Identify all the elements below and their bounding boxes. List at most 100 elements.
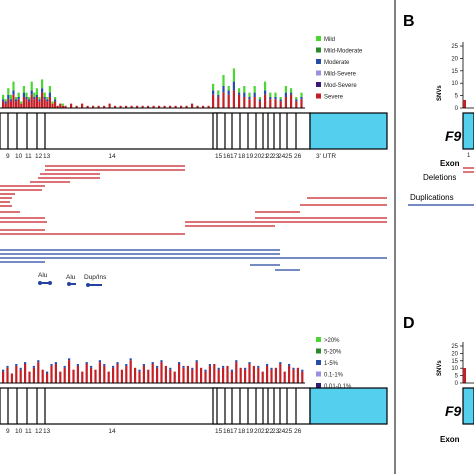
legend-label: 0.01-0.1% bbox=[324, 384, 352, 390]
bar-segment bbox=[6, 367, 9, 383]
bar-segment bbox=[7, 94, 10, 100]
bar-segment bbox=[295, 99, 298, 102]
panel-b-exon-label: Exon bbox=[440, 159, 460, 168]
panel-b: B SNVs 25 20 15 10 5 0 F9 Exon 1 Deletions Du… bbox=[403, 13, 474, 206]
bar-segment bbox=[24, 364, 27, 383]
bar-segment bbox=[169, 367, 172, 370]
bar-segment bbox=[300, 92, 303, 97]
bar-segment bbox=[261, 371, 264, 383]
bar-segment bbox=[288, 365, 291, 383]
bar-segment bbox=[28, 97, 31, 100]
bar-segment bbox=[54, 97, 57, 100]
bar-segment bbox=[9, 99, 12, 102]
bar-segment bbox=[81, 371, 84, 383]
legend-swatch bbox=[316, 337, 321, 342]
bar-segment bbox=[230, 371, 233, 383]
bar-segment bbox=[116, 362, 119, 364]
bar-segment bbox=[232, 68, 235, 82]
bar-segment bbox=[274, 97, 277, 100]
bar-segment bbox=[191, 369, 194, 383]
bar-segment bbox=[288, 364, 291, 366]
dup-ins-label: Dup/Ins bbox=[84, 274, 107, 281]
bar-segment bbox=[17, 99, 20, 108]
legend-label: Mild bbox=[324, 37, 335, 43]
bar-segment bbox=[20, 101, 23, 104]
bar-segment bbox=[86, 105, 89, 108]
bar-segment bbox=[94, 369, 97, 383]
bar-segment bbox=[9, 94, 12, 100]
alu-label-2: Alu bbox=[66, 274, 76, 281]
bar-segment bbox=[81, 103, 84, 108]
exon-number: 16 bbox=[223, 428, 231, 435]
bar-segment bbox=[50, 365, 53, 383]
bar-segment bbox=[48, 97, 51, 108]
bar-segment bbox=[43, 99, 46, 108]
bar-segment bbox=[252, 365, 255, 383]
bar-segment bbox=[164, 365, 167, 383]
bar-segment bbox=[134, 367, 137, 383]
bar-segment bbox=[35, 97, 38, 108]
bar-segment bbox=[226, 365, 229, 383]
bar-segment bbox=[174, 105, 177, 108]
exon-number: 12 bbox=[35, 153, 43, 160]
bar-segment bbox=[258, 97, 261, 100]
bar-segment bbox=[292, 369, 295, 383]
bar-segment bbox=[4, 99, 7, 102]
y-tick-label: 20 bbox=[451, 56, 458, 62]
bar-segment bbox=[41, 92, 44, 108]
alu-label-1: Alu bbox=[38, 272, 48, 279]
bar-segment bbox=[130, 105, 133, 108]
bar-segment bbox=[138, 371, 141, 383]
exon-number: 22 bbox=[266, 153, 274, 160]
bar-segment bbox=[32, 367, 35, 383]
utr-label: 3' UTR bbox=[316, 153, 336, 160]
bar-segment bbox=[186, 365, 189, 383]
bar-segment bbox=[169, 369, 172, 383]
exon-number: 22 bbox=[266, 428, 274, 435]
bar-segment bbox=[217, 369, 220, 383]
exon-number: 13 bbox=[43, 428, 51, 435]
bar-segment bbox=[235, 362, 238, 383]
bar-segment bbox=[163, 105, 166, 108]
bar-segment bbox=[258, 101, 261, 108]
bar-segment bbox=[141, 105, 144, 108]
bar-segment bbox=[235, 360, 238, 363]
legend-label: Mild-Severe bbox=[324, 72, 357, 78]
bar-segment bbox=[253, 92, 256, 97]
bar-segment bbox=[151, 364, 154, 383]
bar-segment bbox=[70, 103, 73, 108]
exon-lines-top bbox=[7, 113, 46, 149]
bar-segment bbox=[51, 103, 54, 108]
bar-segment bbox=[35, 88, 38, 95]
bar-segment bbox=[158, 105, 161, 108]
panel-d-letter: D bbox=[403, 315, 415, 332]
bar-segment bbox=[301, 369, 304, 372]
bar-segment bbox=[243, 97, 246, 108]
bar-segment bbox=[191, 103, 194, 108]
legend-label: 5-20% bbox=[324, 350, 342, 356]
bar-segment bbox=[2, 94, 5, 100]
dup-ins-annotation: Dup/Ins bbox=[84, 274, 107, 287]
gene-track-top bbox=[0, 112, 388, 150]
y-tick-label: 0 bbox=[455, 381, 459, 387]
panel-d-gene-box bbox=[462, 387, 474, 425]
bar-segment bbox=[185, 105, 188, 108]
bar-segment bbox=[46, 373, 49, 383]
bar-segment bbox=[112, 367, 115, 383]
bar-segment bbox=[50, 364, 53, 366]
bar-segment bbox=[284, 97, 287, 108]
legend-swatch bbox=[316, 70, 321, 76]
bar-segment bbox=[43, 92, 46, 97]
alu-annotation-1: Alu bbox=[38, 272, 52, 285]
bar-segment bbox=[232, 90, 235, 108]
bar-segment bbox=[32, 365, 35, 368]
legend-swatch bbox=[316, 348, 321, 354]
legend-label: Severe bbox=[324, 95, 344, 101]
bar-segment bbox=[68, 360, 71, 383]
bar-segment bbox=[178, 364, 181, 383]
bar-segment bbox=[46, 371, 49, 374]
bar-segment bbox=[25, 99, 28, 108]
exon-lines-bottom-right bbox=[216, 388, 297, 424]
